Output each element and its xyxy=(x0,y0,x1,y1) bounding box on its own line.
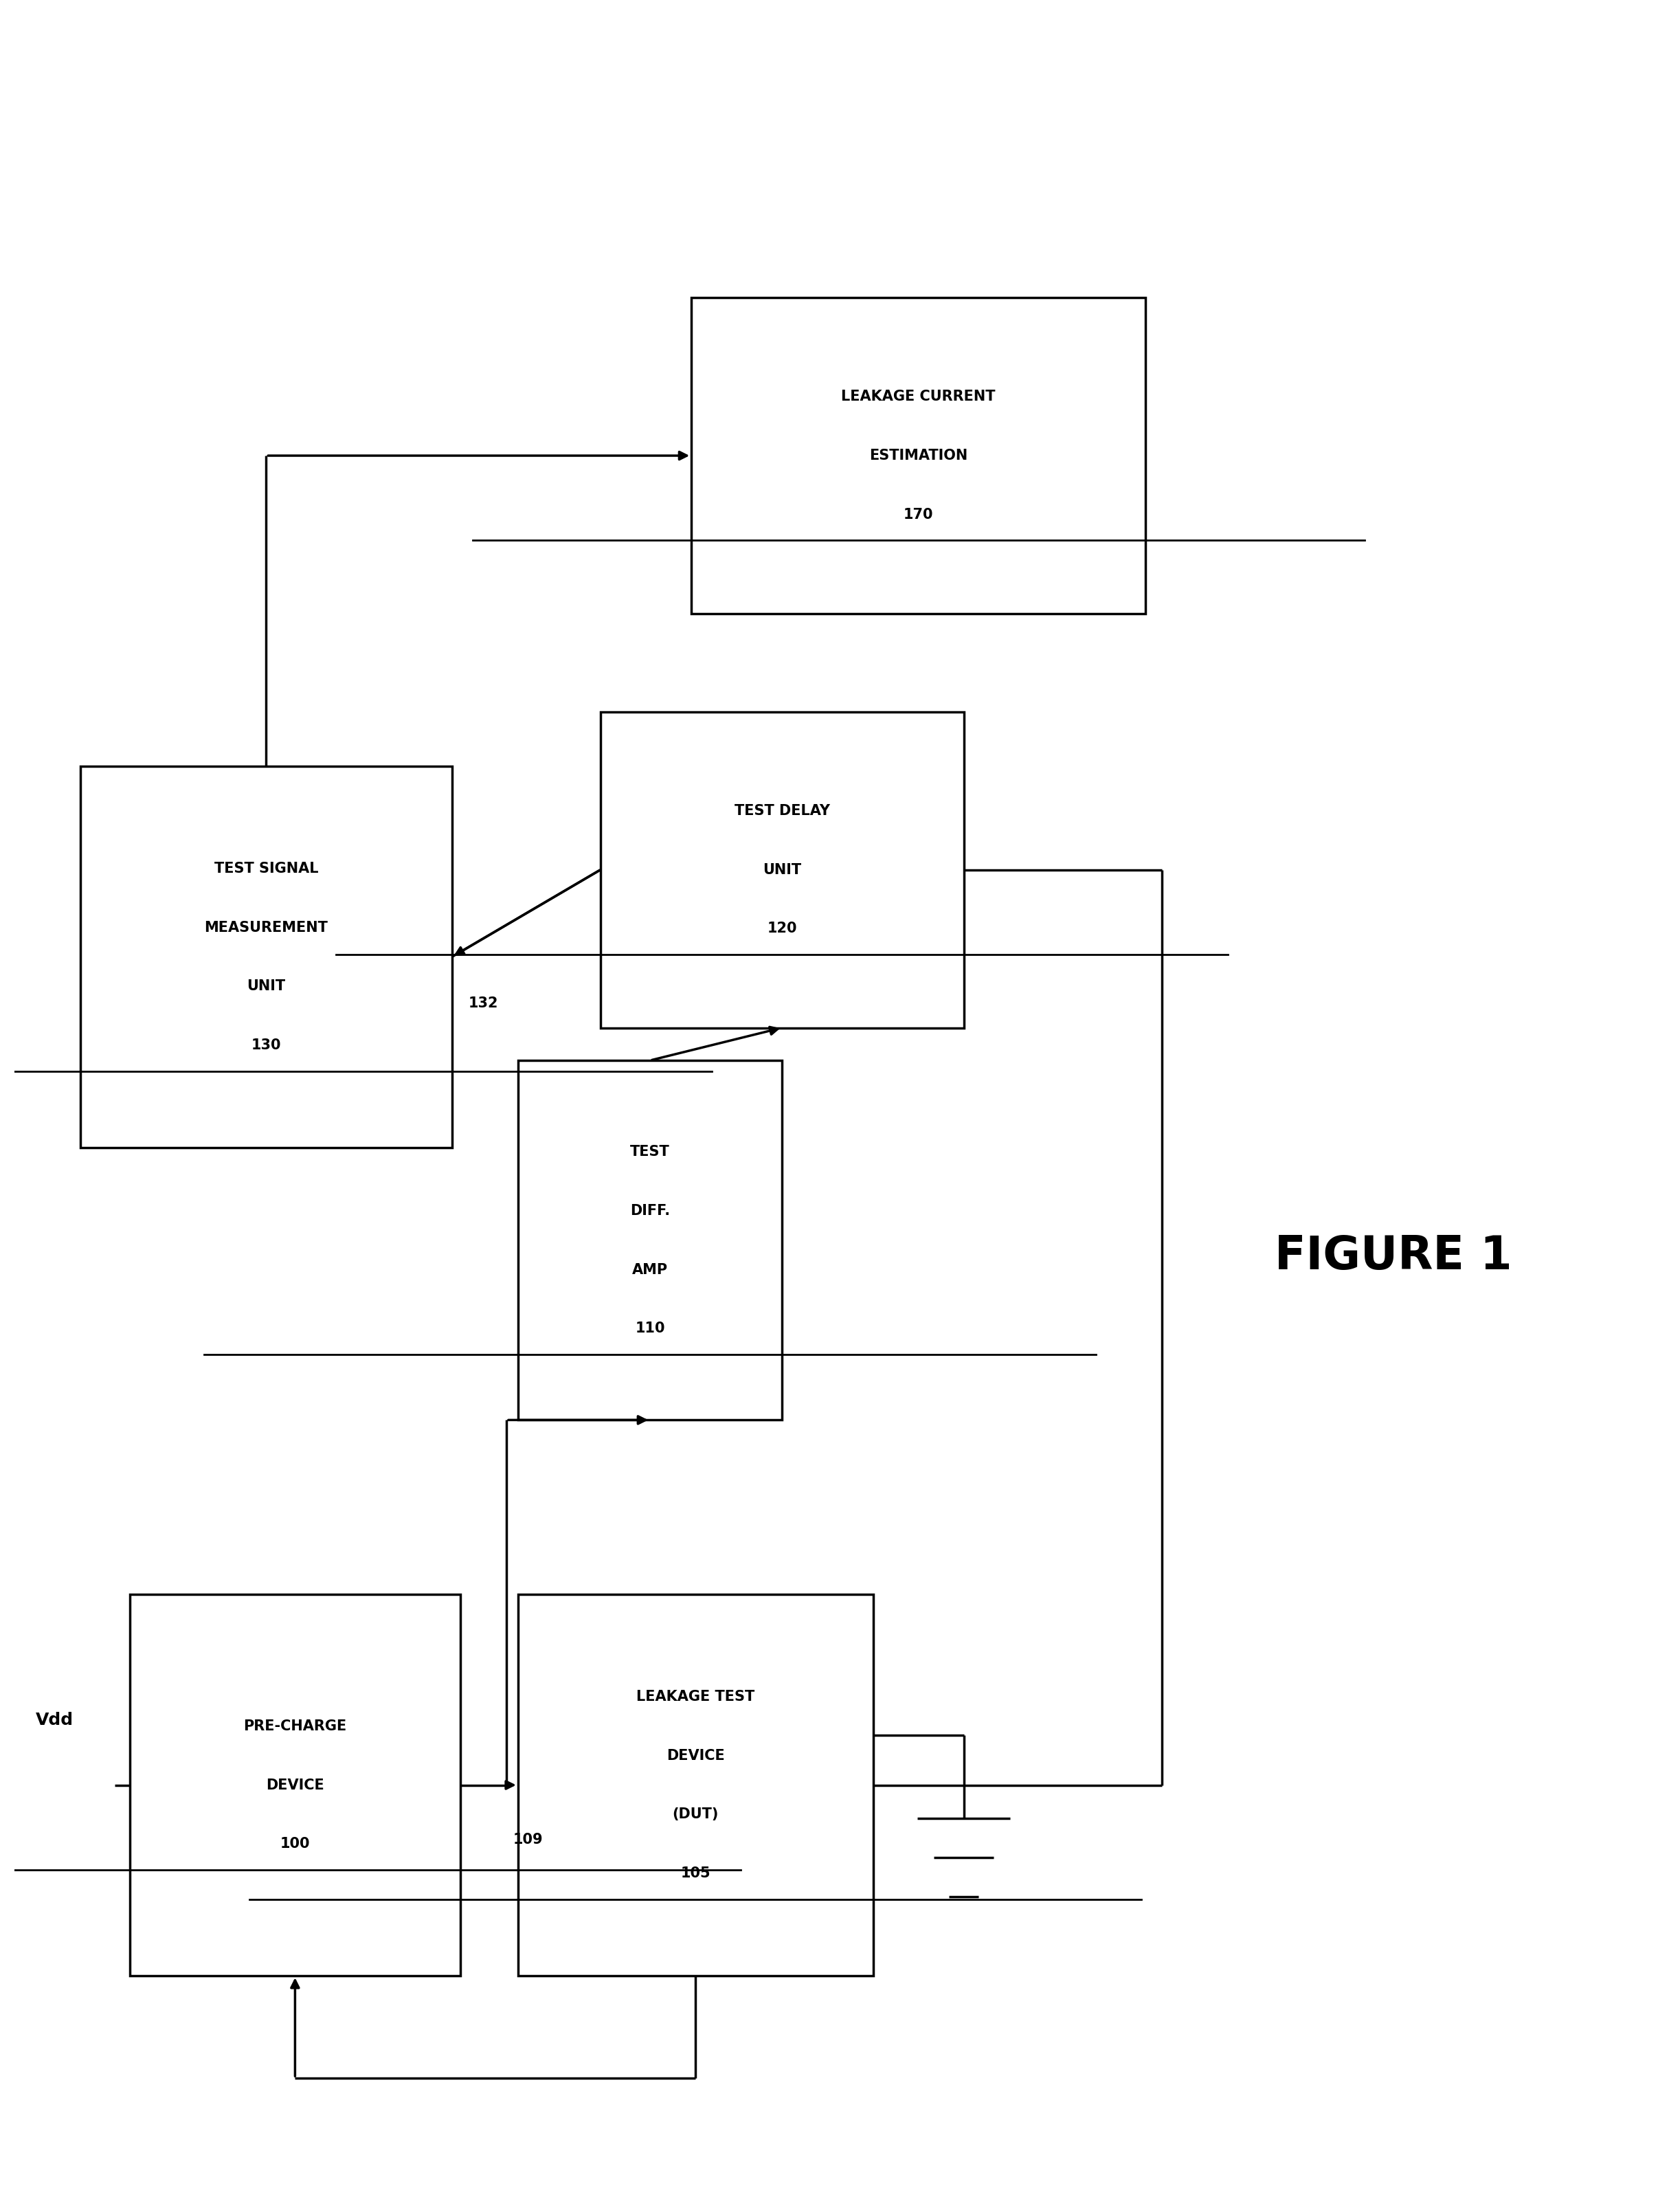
Text: AMP: AMP xyxy=(632,1263,669,1276)
Text: TEST SIGNAL: TEST SIGNAL xyxy=(213,861,318,877)
Text: DEVICE: DEVICE xyxy=(265,1777,324,1793)
Bar xyxy=(129,1594,460,1976)
Text: PRE-CHARGE: PRE-CHARGE xyxy=(244,1720,346,1733)
Text: LEAKAGE CURRENT: LEAKAGE CURRENT xyxy=(842,391,996,404)
Bar xyxy=(517,1060,783,1420)
Text: ESTIMATION: ESTIMATION xyxy=(869,448,968,461)
Bar xyxy=(692,298,1146,614)
Text: 120: 120 xyxy=(768,921,796,936)
Text: TEST: TEST xyxy=(630,1146,670,1159)
Text: LEAKAGE TEST: LEAKAGE TEST xyxy=(637,1689,754,1705)
Bar xyxy=(517,1594,874,1976)
Text: (DUT): (DUT) xyxy=(672,1808,719,1822)
Text: TEST DELAY: TEST DELAY xyxy=(734,804,830,817)
Text: 110: 110 xyxy=(635,1323,665,1336)
Text: 100: 100 xyxy=(281,1837,311,1850)
Text: MEASUREMENT: MEASUREMENT xyxy=(205,921,328,934)
Text: 130: 130 xyxy=(252,1038,281,1051)
Text: 105: 105 xyxy=(680,1866,711,1881)
Bar xyxy=(600,711,964,1027)
Text: 109: 109 xyxy=(512,1833,543,1846)
Text: 170: 170 xyxy=(904,508,934,521)
Text: Vdd: Vdd xyxy=(35,1711,74,1729)
Text: 132: 132 xyxy=(469,996,499,1009)
Text: UNIT: UNIT xyxy=(763,863,801,877)
Text: UNIT: UNIT xyxy=(247,980,286,994)
Bar xyxy=(81,766,452,1148)
Text: FIGURE 1: FIGURE 1 xyxy=(1275,1234,1512,1278)
Text: DEVICE: DEVICE xyxy=(667,1749,724,1762)
Text: DIFF.: DIFF. xyxy=(630,1203,670,1217)
